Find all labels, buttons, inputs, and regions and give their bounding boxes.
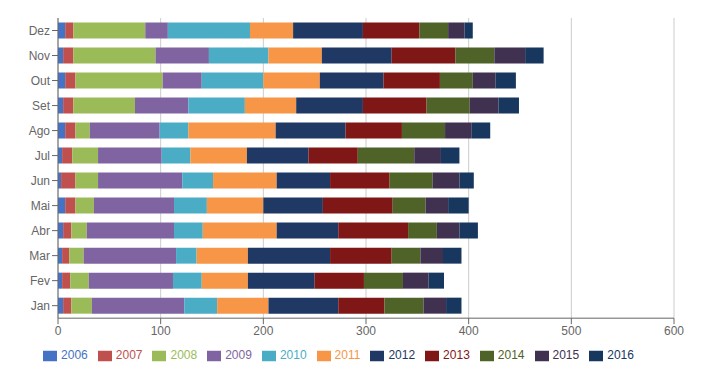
svg-text:100: 100 (151, 324, 171, 338)
html-text:2008: 2008 (170, 348, 198, 363)
svg-text:500: 500 (561, 324, 581, 338)
svg-text:Ago: Ago (29, 124, 51, 138)
svg-text:Jan: Jan (31, 299, 50, 313)
svg-text:600: 600 (664, 324, 684, 338)
svg-text:Dez: Dez (29, 24, 50, 38)
svg-text:200: 200 (253, 324, 273, 338)
html-text:2011: 2011 (334, 348, 361, 363)
html-text:2013: 2013 (443, 348, 470, 363)
html-text:2009: 2009 (225, 348, 252, 363)
svg-text:Mai: Mai (31, 199, 50, 213)
html-text:2007: 2007 (115, 348, 143, 363)
svg-text:Fev: Fev (30, 274, 50, 288)
html-text:2014: 2014 (497, 348, 525, 363)
svg-text:Mar: Mar (29, 249, 50, 263)
svg-text:Nov: Nov (29, 49, 50, 63)
svg-text:Jun: Jun (31, 174, 50, 188)
html-text:2016: 2016 (607, 348, 634, 363)
svg-text:Abr: Abr (31, 224, 50, 238)
svg-text:Jul: Jul (35, 149, 50, 163)
svg-text:Out: Out (31, 74, 51, 88)
svg-text:300: 300 (356, 324, 376, 338)
html-text:2010: 2010 (279, 348, 307, 363)
html-text:2015: 2015 (552, 348, 580, 363)
svg-text:0: 0 (55, 324, 62, 338)
svg-text:400: 400 (459, 324, 479, 338)
svg-text:Set: Set (32, 99, 51, 113)
html-text:2006: 2006 (61, 348, 88, 363)
html-text:2012: 2012 (388, 348, 416, 363)
